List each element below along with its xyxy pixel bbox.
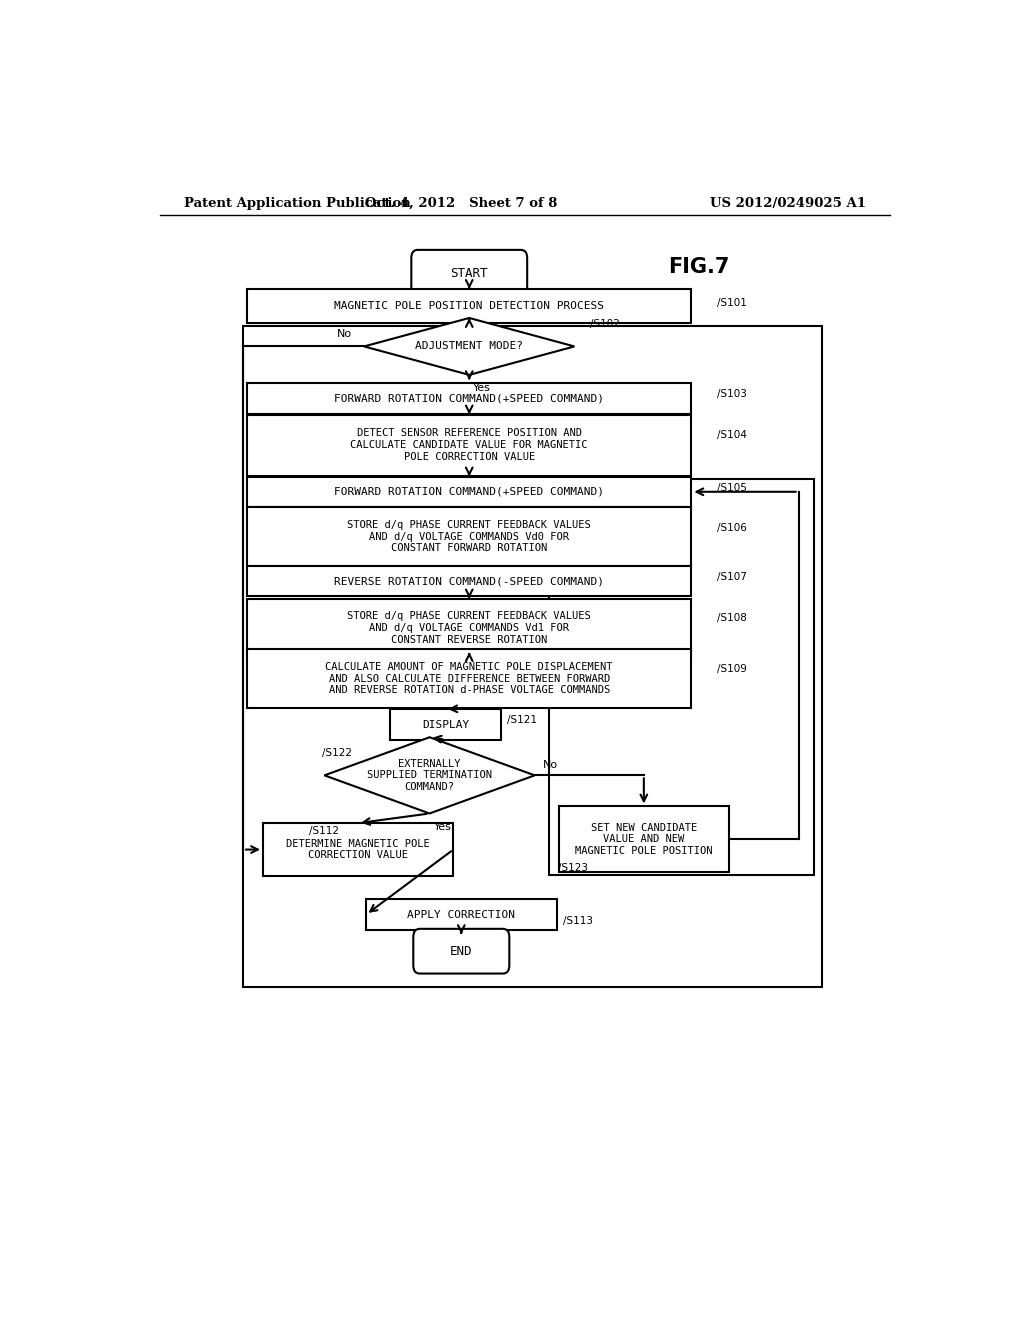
Bar [243, 326, 822, 987]
FancyBboxPatch shape [247, 566, 691, 597]
FancyBboxPatch shape [390, 709, 501, 739]
Text: No: No [337, 329, 352, 339]
Text: FORWARD ROTATION COMMAND(+SPEED COMMAND): FORWARD ROTATION COMMAND(+SPEED COMMAND) [334, 393, 604, 404]
Text: US 2012/0249025 A1: US 2012/0249025 A1 [710, 197, 866, 210]
Text: /S104: /S104 [717, 430, 746, 440]
FancyBboxPatch shape [558, 807, 729, 873]
Text: Yes: Yes [433, 821, 452, 832]
FancyBboxPatch shape [367, 899, 557, 929]
Text: DETERMINE MAGNETIC POLE
CORRECTION VALUE: DETERMINE MAGNETIC POLE CORRECTION VALUE [287, 838, 430, 861]
Text: /S105: /S105 [717, 483, 746, 492]
Text: START: START [451, 267, 488, 280]
Polygon shape [325, 738, 535, 813]
Text: MAGNETIC POLE POSITION DETECTION PROCESS: MAGNETIC POLE POSITION DETECTION PROCESS [334, 301, 604, 310]
Text: /S121: /S121 [507, 715, 538, 726]
Text: No: No [543, 760, 558, 770]
Text: Patent Application Publication: Patent Application Publication [183, 197, 411, 210]
Text: ADJUSTMENT MODE?: ADJUSTMENT MODE? [416, 342, 523, 351]
FancyBboxPatch shape [412, 249, 527, 297]
Text: /S101: /S101 [717, 298, 746, 308]
Text: DISPLAY: DISPLAY [422, 719, 469, 730]
Text: FORWARD ROTATION COMMAND(+SPEED COMMAND): FORWARD ROTATION COMMAND(+SPEED COMMAND) [334, 487, 604, 496]
Text: /S108: /S108 [717, 612, 746, 623]
Text: CALCULATE AMOUNT OF MAGNETIC POLE DISPLACEMENT
AND ALSO CALCULATE DIFFERENCE BET: CALCULATE AMOUNT OF MAGNETIC POLE DISPLA… [326, 663, 613, 696]
Text: /S107: /S107 [717, 572, 746, 582]
Text: DETECT SENSOR REFERENCE POSITION AND
CALCULATE CANDIDATE VALUE FOR MAGNETIC
POLE: DETECT SENSOR REFERENCE POSITION AND CAL… [350, 429, 588, 462]
FancyBboxPatch shape [263, 824, 454, 876]
Text: /S113: /S113 [563, 916, 593, 925]
Text: Oct. 4, 2012   Sheet 7 of 8: Oct. 4, 2012 Sheet 7 of 8 [366, 197, 557, 210]
Text: REVERSE ROTATION COMMAND(-SPEED COMMAND): REVERSE ROTATION COMMAND(-SPEED COMMAND) [334, 577, 604, 586]
Text: Yes: Yes [473, 383, 492, 393]
FancyBboxPatch shape [247, 507, 691, 566]
Bar [549, 479, 814, 875]
FancyBboxPatch shape [247, 383, 691, 413]
Text: STORE d/q PHASE CURRENT FEEDBACK VALUES
AND d/q VOLTAGE COMMANDS Vd1 FOR
CONSTAN: STORE d/q PHASE CURRENT FEEDBACK VALUES … [347, 611, 591, 644]
FancyBboxPatch shape [247, 477, 691, 507]
FancyBboxPatch shape [247, 598, 691, 657]
Text: /S102: /S102 [590, 319, 620, 329]
Text: EXTERNALLY
SUPPLIED TERMINATION
COMMAND?: EXTERNALLY SUPPLIED TERMINATION COMMAND? [367, 759, 493, 792]
Text: /S112: /S112 [309, 826, 339, 837]
FancyBboxPatch shape [247, 649, 691, 709]
FancyBboxPatch shape [247, 414, 691, 475]
Text: /S122: /S122 [323, 748, 352, 758]
Text: SET NEW CANDIDATE
VALUE AND NEW
MAGNETIC POLE POSITION: SET NEW CANDIDATE VALUE AND NEW MAGNETIC… [575, 822, 713, 855]
Text: /S109: /S109 [717, 664, 746, 673]
Text: STORE d/q PHASE CURRENT FEEDBACK VALUES
AND d/q VOLTAGE COMMANDS Vd0 FOR
CONSTAN: STORE d/q PHASE CURRENT FEEDBACK VALUES … [347, 520, 591, 553]
Text: /S123: /S123 [558, 863, 588, 873]
Text: FIG.7: FIG.7 [668, 257, 729, 277]
FancyBboxPatch shape [247, 289, 691, 322]
FancyBboxPatch shape [414, 929, 509, 974]
Text: /S103: /S103 [717, 389, 746, 399]
Text: APPLY CORRECTION: APPLY CORRECTION [408, 909, 515, 920]
Polygon shape [365, 318, 574, 375]
Text: /S106: /S106 [717, 523, 746, 533]
Text: END: END [451, 945, 472, 958]
